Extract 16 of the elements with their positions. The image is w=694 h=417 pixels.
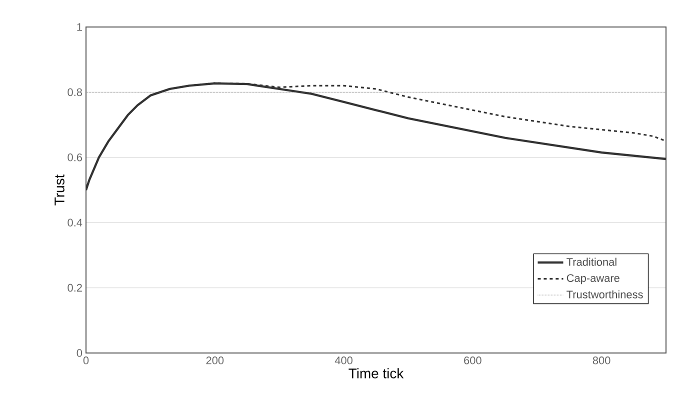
legend-label: Trustworthiness <box>566 290 643 298</box>
y-axis-title: Trust <box>54 174 64 206</box>
x-tick-label: 800 <box>592 356 610 364</box>
y-tick-label: 0.2 <box>68 284 82 292</box>
y-tick-label: 0.4 <box>68 218 82 226</box>
x-tick-label: 0 <box>83 356 89 364</box>
y-tick-label: 0.8 <box>68 88 82 96</box>
x-tick-label: 400 <box>334 356 352 364</box>
y-tick-label: 0.6 <box>68 154 82 162</box>
legend-label: Traditional <box>566 258 616 266</box>
y-tick-label: 1 <box>77 23 82 31</box>
y-tick-label: 0 <box>76 349 82 357</box>
legend-label: Cap-aware <box>566 274 620 284</box>
x-tick-label: 200 <box>206 356 224 364</box>
x-tick-label: 600 <box>464 356 482 364</box>
x-axis-title: Time tick <box>348 368 404 378</box>
